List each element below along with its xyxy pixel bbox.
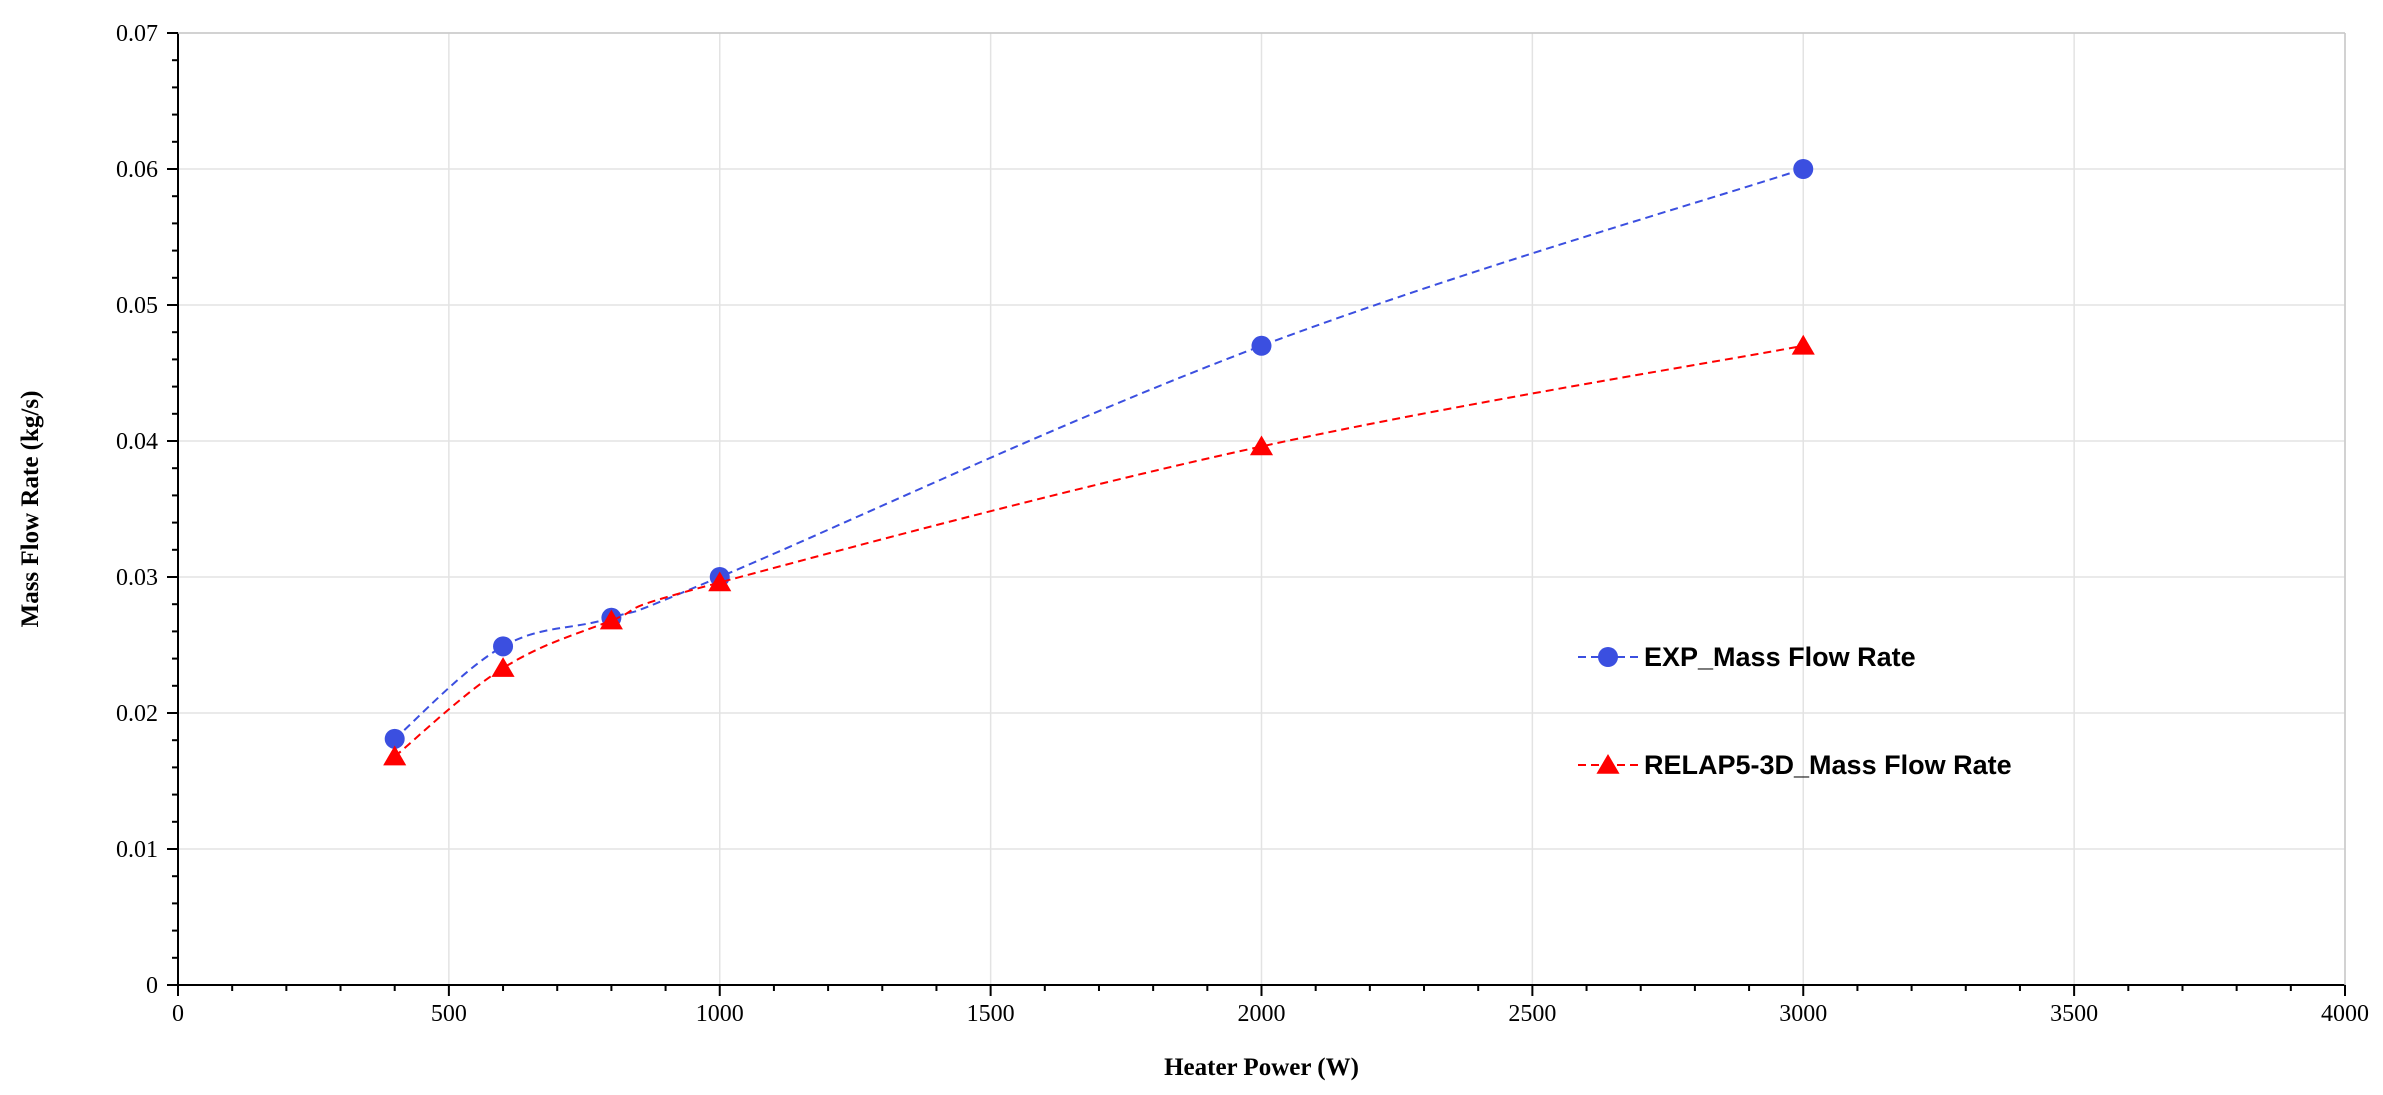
axes: 0 500 1000 1500 2000 2500 3000 3500 4000 0 0.01 0.0… <box>116 21 2369 1027</box>
data-point-triangle <box>383 745 407 766</box>
legend-label: RELAP5-3D_Mass Flow Rate <box>1644 750 2012 780</box>
y-tick-label: 0.07 <box>116 21 158 47</box>
x-tick-label: 1000 <box>696 1001 744 1027</box>
legend-label: EXP_Mass Flow Rate <box>1644 642 1916 672</box>
y-tick-label: 0.05 <box>116 293 158 319</box>
data-point-triangle <box>599 609 623 630</box>
x-tick-label: 4000 <box>2321 1001 2369 1027</box>
y-axis-title: Mass Flow Rate (kg/s) <box>17 391 44 628</box>
series-line <box>394 344 1804 758</box>
data-point-triangle <box>1791 334 1815 355</box>
x-tick-label: 3000 <box>1779 1001 1827 1027</box>
data-point-circle <box>493 636 514 657</box>
x-tick-label: 2500 <box>1508 1001 1556 1027</box>
data-point-circle <box>1251 335 1272 356</box>
x-tick-label: 2000 <box>1238 1001 1286 1027</box>
legend-marker <box>1598 647 1618 667</box>
data-point-triangle <box>1249 435 1274 456</box>
y-tick-label: 0.03 <box>116 565 158 591</box>
legend-marker <box>1596 754 1620 774</box>
legend-entry: RELAP5-3D_Mass Flow Rate <box>1578 750 2012 780</box>
data-point-triangle <box>491 657 515 677</box>
grid <box>178 32 2346 985</box>
legend: EXP_Mass Flow Rate RELAP5-3D_Mass Flow Ra… <box>1578 642 2012 780</box>
data-point-circle <box>1793 159 1814 179</box>
y-tick-label: 0.01 <box>116 837 158 863</box>
x-tick-label: 0 <box>172 1001 184 1027</box>
y-tick-label: 0 <box>146 973 158 999</box>
legend-entry: EXP_Mass Flow Rate <box>1578 642 1916 672</box>
plot-area <box>383 159 1815 766</box>
data-point-circle <box>384 728 405 749</box>
x-tick-label: 3500 <box>2050 1001 2098 1027</box>
series-line <box>394 168 1804 740</box>
series-2 <box>383 334 1815 766</box>
y-tick-label: 0.02 <box>116 701 158 727</box>
x-tick-label: 1500 <box>967 1001 1015 1027</box>
data-point-triangle <box>708 571 732 592</box>
y-tick-label: 0.06 <box>116 157 158 183</box>
x-tick-label: 500 <box>431 1001 467 1027</box>
y-tick-label: 0.04 <box>116 429 158 455</box>
x-axis-title: Heater Power (W) <box>1164 1054 1359 1081</box>
